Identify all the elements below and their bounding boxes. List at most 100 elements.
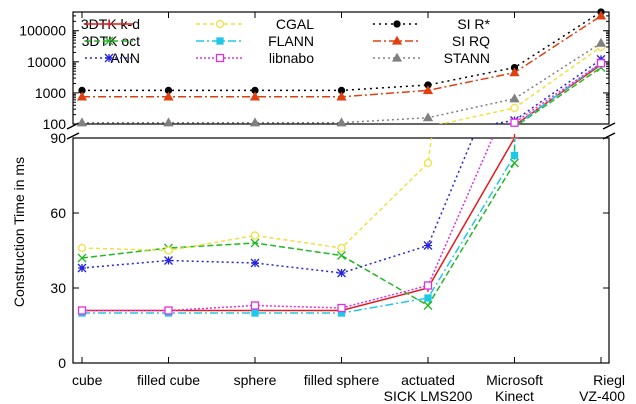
legend-entry: 3DTK k-d bbox=[81, 16, 140, 32]
data-point bbox=[337, 243, 346, 253]
data-point bbox=[77, 243, 87, 253]
series-line-upper bbox=[82, 42, 602, 124]
data-point bbox=[337, 303, 346, 313]
series-3dtk-oct bbox=[77, 63, 606, 310]
data-point bbox=[105, 20, 113, 28]
data-point bbox=[215, 19, 225, 29]
y-tick-label: 0 bbox=[58, 355, 66, 371]
legend-label: SI R* bbox=[457, 16, 490, 32]
data-point bbox=[595, 37, 607, 47]
data-point bbox=[77, 253, 87, 263]
data-point bbox=[164, 306, 173, 315]
series-line-upper bbox=[515, 64, 602, 124]
data-point bbox=[249, 91, 261, 101]
x-tick-label: VZ-400 bbox=[579, 388, 625, 404]
data-point bbox=[337, 251, 346, 260]
x-tick-label: cube bbox=[72, 372, 103, 388]
data-point bbox=[77, 306, 87, 315]
data-point bbox=[510, 103, 519, 113]
legend-entry: FLANN bbox=[196, 33, 314, 49]
data-point bbox=[422, 85, 434, 95]
data-point bbox=[596, 59, 606, 68]
series-libnabo bbox=[77, 59, 606, 315]
series-si-rq bbox=[76, 10, 607, 101]
legend-label: CGAL bbox=[276, 16, 314, 32]
data-point bbox=[215, 53, 225, 63]
y-axis-label: Construction Time in ms bbox=[11, 157, 27, 307]
x-tick-label: actuated bbox=[401, 372, 455, 388]
data-point bbox=[337, 268, 346, 278]
legend-label: FLANN bbox=[268, 33, 314, 49]
data-point bbox=[250, 258, 260, 268]
data-point bbox=[104, 53, 114, 63]
y-log-tick-label: 100 bbox=[43, 116, 67, 132]
data-point bbox=[164, 246, 173, 255]
data-point bbox=[423, 241, 433, 250]
data-point bbox=[104, 36, 114, 46]
y-tick-label: 90 bbox=[50, 130, 66, 146]
legend-entry: SI RQ bbox=[373, 33, 490, 49]
series-line-upper bbox=[82, 15, 602, 98]
y-log-tick-label: 10000 bbox=[27, 54, 66, 70]
axis-break-mark-left-bottom bbox=[66, 132, 80, 140]
data-point bbox=[391, 35, 403, 45]
series-lines bbox=[76, 8, 607, 317]
data-point bbox=[77, 263, 87, 273]
data-point bbox=[423, 281, 433, 290]
series-line-lower bbox=[81, 138, 474, 274]
axis-break-gap-left bbox=[69, 125, 79, 137]
data-point bbox=[249, 117, 261, 127]
axis-break-gap-right bbox=[603, 125, 613, 137]
series-line-upper bbox=[82, 12, 602, 92]
y-tick-label: 60 bbox=[50, 205, 66, 221]
legend-entry: 3DTK oct bbox=[82, 33, 140, 49]
data-point bbox=[216, 37, 224, 45]
x-tick-label: Riegl bbox=[593, 372, 625, 388]
legend-entry: CGAL bbox=[196, 16, 314, 32]
legend-entry: SI R* bbox=[373, 16, 491, 32]
data-point bbox=[595, 10, 607, 20]
y-tick-label: 30 bbox=[50, 280, 66, 296]
x-tick-label: Microsoft bbox=[486, 372, 543, 388]
data-point bbox=[76, 117, 88, 127]
series-line-upper bbox=[516, 62, 602, 124]
x-tick-label: SICK LMS200 bbox=[384, 388, 473, 404]
y-log-tick-label: 1000 bbox=[35, 85, 66, 101]
legend-entry: STANN bbox=[373, 50, 490, 66]
data-point bbox=[423, 301, 433, 310]
data-point bbox=[423, 158, 433, 168]
series-3dtk-k-d bbox=[78, 60, 605, 315]
data-point bbox=[424, 294, 432, 302]
data-point bbox=[250, 238, 260, 248]
series-line-lower bbox=[81, 138, 516, 307]
y-log-tick-label: 100000 bbox=[19, 23, 66, 39]
data-point bbox=[510, 151, 519, 160]
series-flann bbox=[78, 59, 605, 317]
data-point bbox=[391, 52, 403, 62]
series-line-upper bbox=[504, 62, 602, 124]
data-point bbox=[251, 309, 259, 317]
data-point bbox=[76, 91, 88, 101]
series-line-lower bbox=[82, 138, 494, 312]
data-point bbox=[163, 117, 174, 127]
x-tick-label: sphere bbox=[234, 372, 277, 388]
data-point bbox=[422, 112, 434, 122]
data-point bbox=[164, 256, 173, 265]
upper-panel-frame bbox=[72, 11, 610, 125]
legend-label: libnabo bbox=[269, 50, 314, 66]
axis-break-mark-right-top bbox=[602, 122, 616, 130]
data-point bbox=[250, 301, 260, 310]
x-tick-label: Kinect bbox=[495, 388, 534, 404]
legend-entry: ANN bbox=[85, 50, 140, 66]
legend-entry: libnabo bbox=[196, 50, 314, 66]
data-point bbox=[509, 67, 520, 77]
legend-label: SI RQ bbox=[452, 33, 490, 49]
series-line-upper bbox=[517, 66, 602, 124]
data-point bbox=[336, 117, 347, 127]
data-point bbox=[393, 20, 401, 28]
legend-label: 3DTK oct bbox=[82, 33, 140, 49]
data-point bbox=[336, 91, 347, 101]
x-tick-label: filled sphere bbox=[304, 372, 380, 388]
